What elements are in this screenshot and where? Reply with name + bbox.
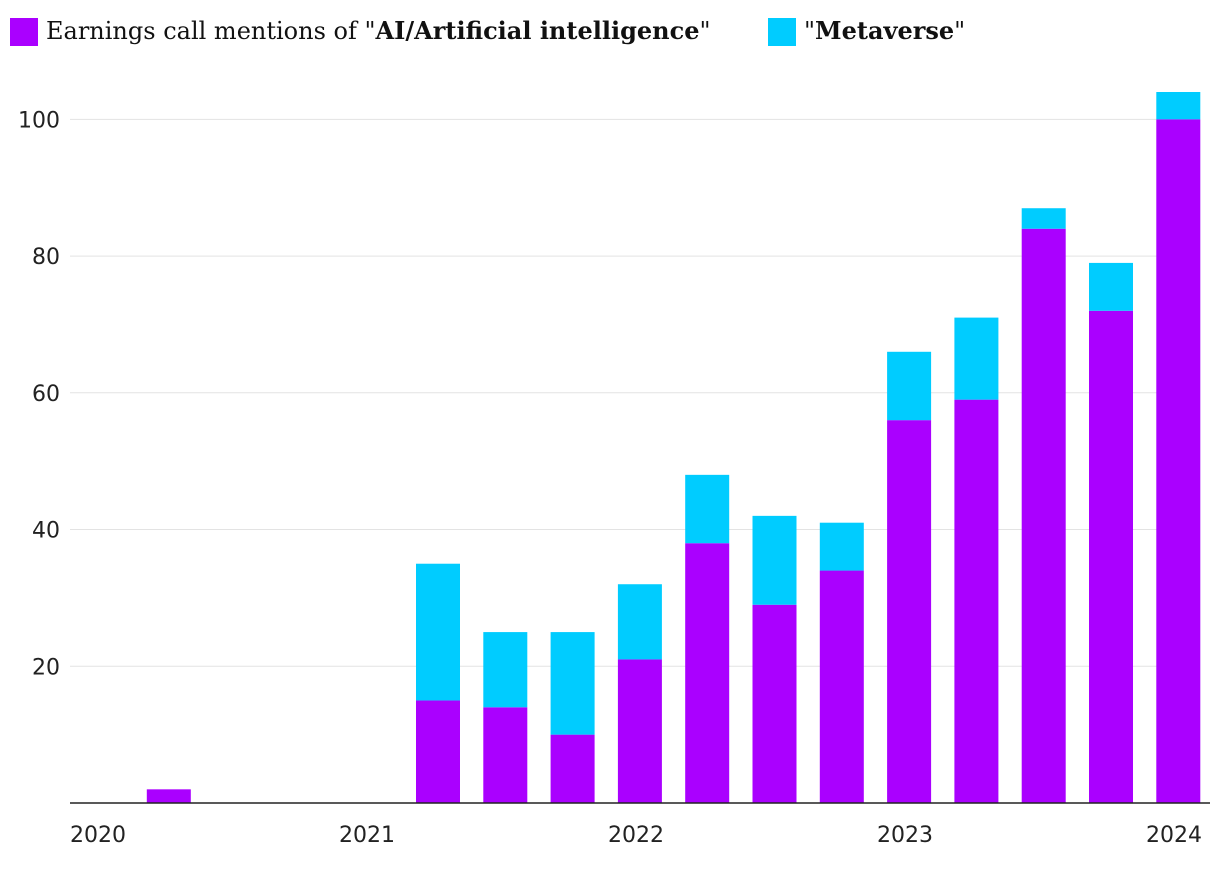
legend: Earnings call mentions of "AI/Artificial… [10,16,965,46]
bar-metaverse-13 [954,317,999,400]
x-tick-label-2020: 2020 [70,823,126,848]
bar-ai-13 [954,399,999,803]
bar-metaverse-12 [887,351,932,421]
bar-metaverse-8 [617,584,662,660]
y-tick-label-60: 60 [32,382,60,407]
bar-metaverse-11 [819,522,864,571]
bar-ai-12 [887,420,932,803]
bar-ai-5 [416,700,460,803]
bar-ai-10 [752,604,797,803]
bar-metaverse-7 [550,632,595,735]
x-tick-label-2024: 2024 [1146,823,1202,848]
x-tick-label-2022: 2022 [608,823,664,848]
bar-metaverse-14 [1021,208,1066,229]
x-tick-label-2023: 2023 [877,823,933,848]
y-tick-label-80: 80 [32,245,60,270]
bar-ai-8 [617,659,662,803]
bar-metaverse-6 [483,632,528,708]
y-tick-label-100: 100 [18,108,60,133]
bar-ai-6 [483,707,528,803]
bar-ai-15 [1089,310,1133,803]
y-axis-ticks: 20 40 60 80 100 [18,108,60,680]
gridlines [70,118,1200,667]
bars [146,92,1201,804]
bar-ai-7 [550,734,595,803]
legend-label-ai: Earnings call mentions of "AI/Artificial… [46,16,711,45]
bar-metaverse-10 [752,515,797,605]
bar-ai-9 [685,543,730,803]
bar-ai-11 [819,570,864,803]
bar-metaverse-16 [1156,92,1201,120]
bar-metaverse-9 [685,474,730,544]
bar-ai-14 [1021,228,1066,803]
y-tick-label-40: 40 [32,519,60,544]
y-tick-label-20: 20 [32,655,60,680]
bar-metaverse-15 [1089,262,1133,311]
x-tick-label-2021: 2021 [339,823,395,848]
bar-metaverse-5 [416,563,460,701]
bar-ai-1 [146,789,191,803]
legend-swatch-metaverse [768,18,796,46]
x-axis-ticks: 2020 2021 2022 2023 2024 [70,823,1202,848]
legend-swatch-ai [10,18,38,46]
bar-ai-16 [1156,119,1201,804]
legend-label-metaverse: "Metaverse" [804,16,965,45]
